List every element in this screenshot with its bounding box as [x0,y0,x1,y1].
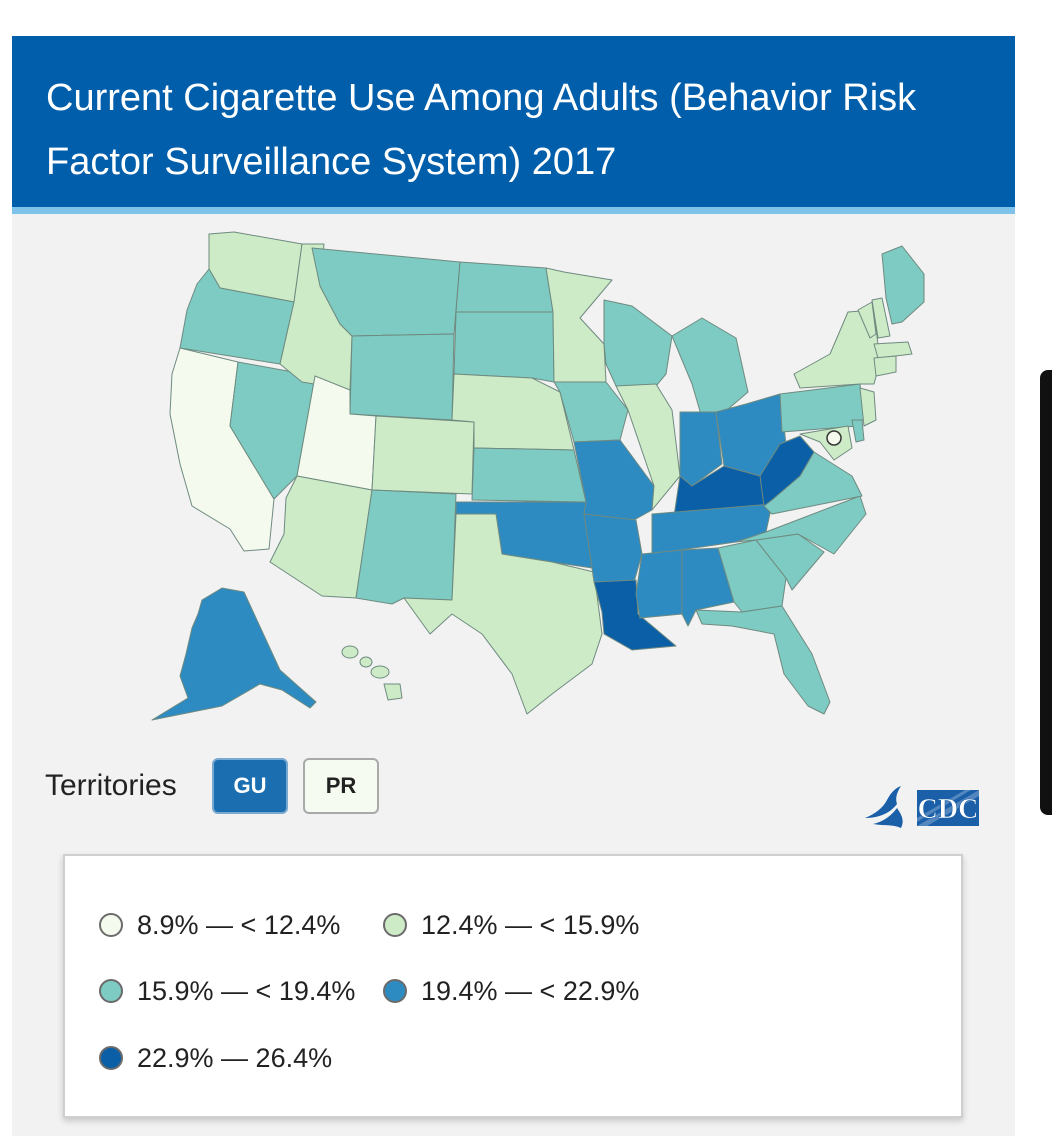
header-banner: Current Cigarette Use Among Adults (Beha… [12,36,1015,214]
state-nj[interactable] [859,387,877,427]
hhs-eagle-icon [865,786,903,828]
state-il[interactable] [615,383,681,511]
state-ar[interactable] [583,513,643,583]
state-in[interactable] [679,411,723,487]
legend-swatch [99,1046,123,1070]
state-hi-island[interactable] [370,665,390,679]
state-co[interactable] [371,415,475,495]
legend-label: 12.4% — < 15.9% [421,909,640,940]
state-me[interactable] [881,245,925,325]
state-hi[interactable] [383,683,403,701]
legend-item[interactable]: 19.4% — < 22.9% [383,974,639,1008]
legend-item[interactable]: 15.9% — < 19.4% [99,974,355,1008]
map-svg[interactable] [12,214,1015,774]
territories-label: Territories [45,769,177,802]
legend-label: 15.9% — < 19.4% [137,975,356,1006]
territory-pr-button[interactable]: PR [303,758,379,814]
state-nm[interactable] [355,489,457,605]
scrollbar-handle[interactable] [1040,370,1052,815]
state-mo[interactable] [573,439,655,521]
state-ct[interactable] [873,355,897,377]
state-ma[interactable] [873,341,913,359]
state-wy[interactable] [349,333,455,421]
state-wv[interactable] [759,435,815,507]
state-hi-island[interactable] [341,645,359,659]
state-ms[interactable] [635,549,683,619]
legend-box: 8.9% — < 12.4% 12.4% — < 15.9% 15.9% — <… [63,854,963,1118]
state-tx[interactable] [403,513,603,715]
legend-swatch [99,979,123,1003]
legend-swatch [383,913,407,937]
map-card: Current Cigarette Use Among Adults (Beha… [12,36,1015,1136]
us-choropleth-map[interactable] [12,214,1015,774]
legend-item[interactable]: 12.4% — < 15.9% [383,908,639,942]
state-ks[interactable] [471,447,587,503]
state-vt[interactable] [857,301,877,339]
legend-item[interactable]: 22.9% — 26.4% [99,1041,332,1075]
state-nc[interactable] [735,495,867,555]
state-la[interactable] [593,579,677,651]
legend-label: 19.4% — < 22.9% [421,975,640,1006]
svg-text:CDC: CDC [918,794,979,825]
legend-item[interactable]: 8.9% — < 12.4% [99,908,340,942]
legend-label: 8.9% — < 12.4% [137,909,341,940]
map-title: Current Cigarette Use Among Adults (Beha… [46,77,917,183]
state-sd[interactable] [453,311,555,383]
state-wi[interactable] [603,299,673,387]
state-nd[interactable] [455,261,554,313]
state-dc-marker[interactable] [826,430,842,446]
state-pa[interactable] [779,383,865,433]
state-mi[interactable] [671,317,749,419]
state-az[interactable] [269,475,373,599]
state-mn[interactable] [545,267,613,383]
state-hi-island[interactable] [359,656,373,668]
cdc-logo-icon: CDC [865,786,979,828]
state-or[interactable] [179,268,295,365]
territory-gu-button[interactable]: GU [212,758,288,814]
legend-swatch [99,913,123,937]
state-fl[interactable] [695,605,831,715]
cdc-wordmark: CDC [917,790,979,826]
state-nh[interactable] [871,297,891,339]
state-ak[interactable] [151,587,317,721]
legend-swatch [383,979,407,1003]
state-de[interactable] [851,419,865,443]
legend-label: 22.9% — 26.4% [137,1042,333,1073]
